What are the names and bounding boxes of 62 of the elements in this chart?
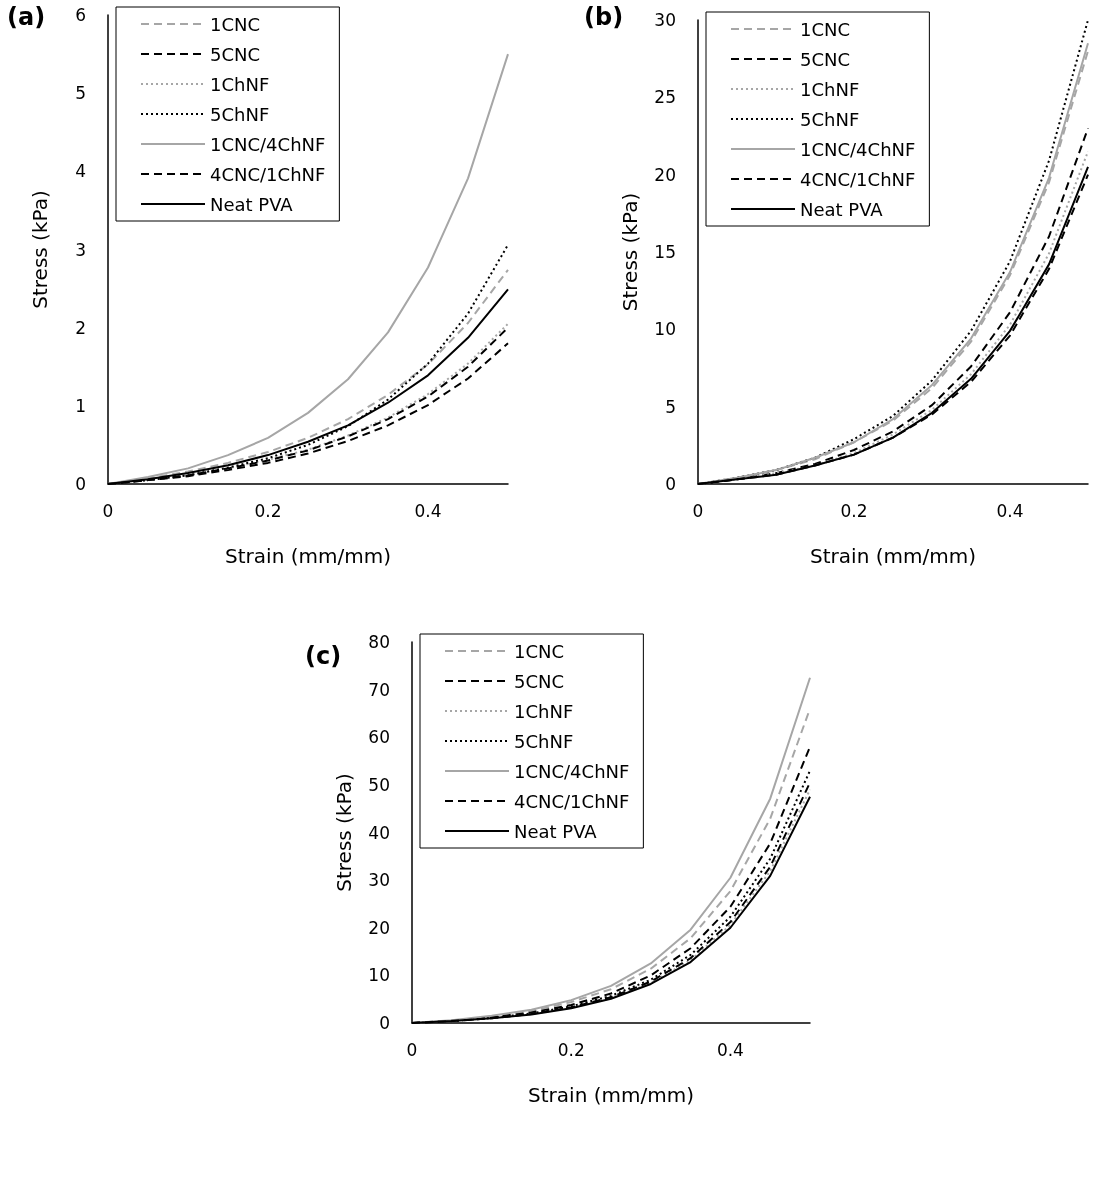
y-tick-label: 70: [368, 679, 390, 700]
chart-title: (a): [7, 3, 46, 31]
y-tick-label: 30: [368, 870, 390, 891]
legend-label: 5ChNF: [514, 730, 574, 752]
y-tick-label: 6: [75, 5, 86, 25]
y-axis-title: Stress (kPa): [332, 773, 356, 892]
y-axis-title: Stress (kPa): [618, 192, 642, 312]
legend-label: 5ChNF: [210, 103, 270, 125]
x-tick-label: 0: [406, 1039, 418, 1060]
legend-label: Neat PVA: [210, 193, 294, 215]
y-tick-label: 0: [379, 1013, 390, 1033]
x-tick-label: 0.4: [996, 500, 1024, 521]
x-tick-label: 0.4: [716, 1039, 744, 1060]
x-axis-title: Strain (mm/mm): [810, 544, 976, 568]
x-tick-label: 0: [692, 500, 704, 521]
y-tick-label: 5: [75, 83, 86, 104]
x-tick-label: 0.2: [254, 500, 282, 521]
y-tick-label: 50: [368, 774, 390, 795]
y-axis-title: Stress (kPa): [28, 190, 52, 309]
x-tick-label: 0: [102, 500, 114, 521]
x-axis-title: Strain (mm/mm): [225, 544, 391, 568]
y-tick-label: 1: [75, 395, 86, 416]
y-tick-label: 60: [368, 727, 390, 748]
legend-label: 5CNC: [514, 670, 565, 692]
x-tick-label: 0.4: [414, 500, 442, 521]
legend-label: 4CNC/1ChNF: [800, 168, 916, 190]
legend-label: 1CNC: [800, 18, 851, 40]
y-tick-label: 10: [368, 965, 390, 986]
legend-label: 1ChNF: [800, 78, 860, 100]
legend-label: 1CNC/4ChNF: [800, 138, 916, 160]
legend-label: Neat PVA: [514, 820, 598, 842]
y-tick-label: 30: [654, 10, 676, 30]
legend-label: 1CNC: [514, 640, 565, 662]
y-tick-label: 0: [665, 474, 676, 494]
legend-label: 5CNC: [800, 48, 851, 70]
y-tick-label: 20: [368, 917, 390, 938]
y-tick-label: 20: [654, 164, 676, 185]
legend-label: 1ChNF: [514, 700, 574, 722]
y-tick-label: 2: [75, 317, 86, 338]
legend-label: 1CNC/4ChNF: [210, 133, 326, 155]
x-tick-label: 0.2: [840, 500, 868, 521]
y-tick-label: 40: [368, 822, 390, 843]
y-tick-label: 4: [75, 161, 86, 182]
y-tick-label: 25: [654, 87, 676, 108]
y-tick-label: 10: [654, 319, 676, 340]
legend-label: Neat PVA: [800, 198, 884, 220]
x-tick-label: 0.2: [557, 1039, 585, 1060]
legend-label: 4CNC/1ChNF: [210, 163, 326, 185]
chart-title: (c): [305, 642, 342, 670]
y-tick-label: 15: [654, 242, 676, 262]
legend-label: 1ChNF: [210, 73, 270, 95]
y-tick-label: 3: [75, 239, 86, 260]
legend-label: 1CNC: [210, 13, 261, 35]
legend-label: 1CNC/4ChNF: [514, 760, 630, 782]
legend-label: 5CNC: [210, 43, 261, 65]
chart-title: (b): [584, 3, 624, 31]
legend-label: 5ChNF: [800, 108, 860, 130]
x-axis-title: Strain (mm/mm): [528, 1083, 694, 1107]
y-tick-label: 0: [75, 474, 86, 494]
y-tick-label: 5: [665, 396, 676, 417]
legend-label: 4CNC/1ChNF: [514, 790, 630, 812]
y-tick-label: 80: [368, 632, 390, 652]
